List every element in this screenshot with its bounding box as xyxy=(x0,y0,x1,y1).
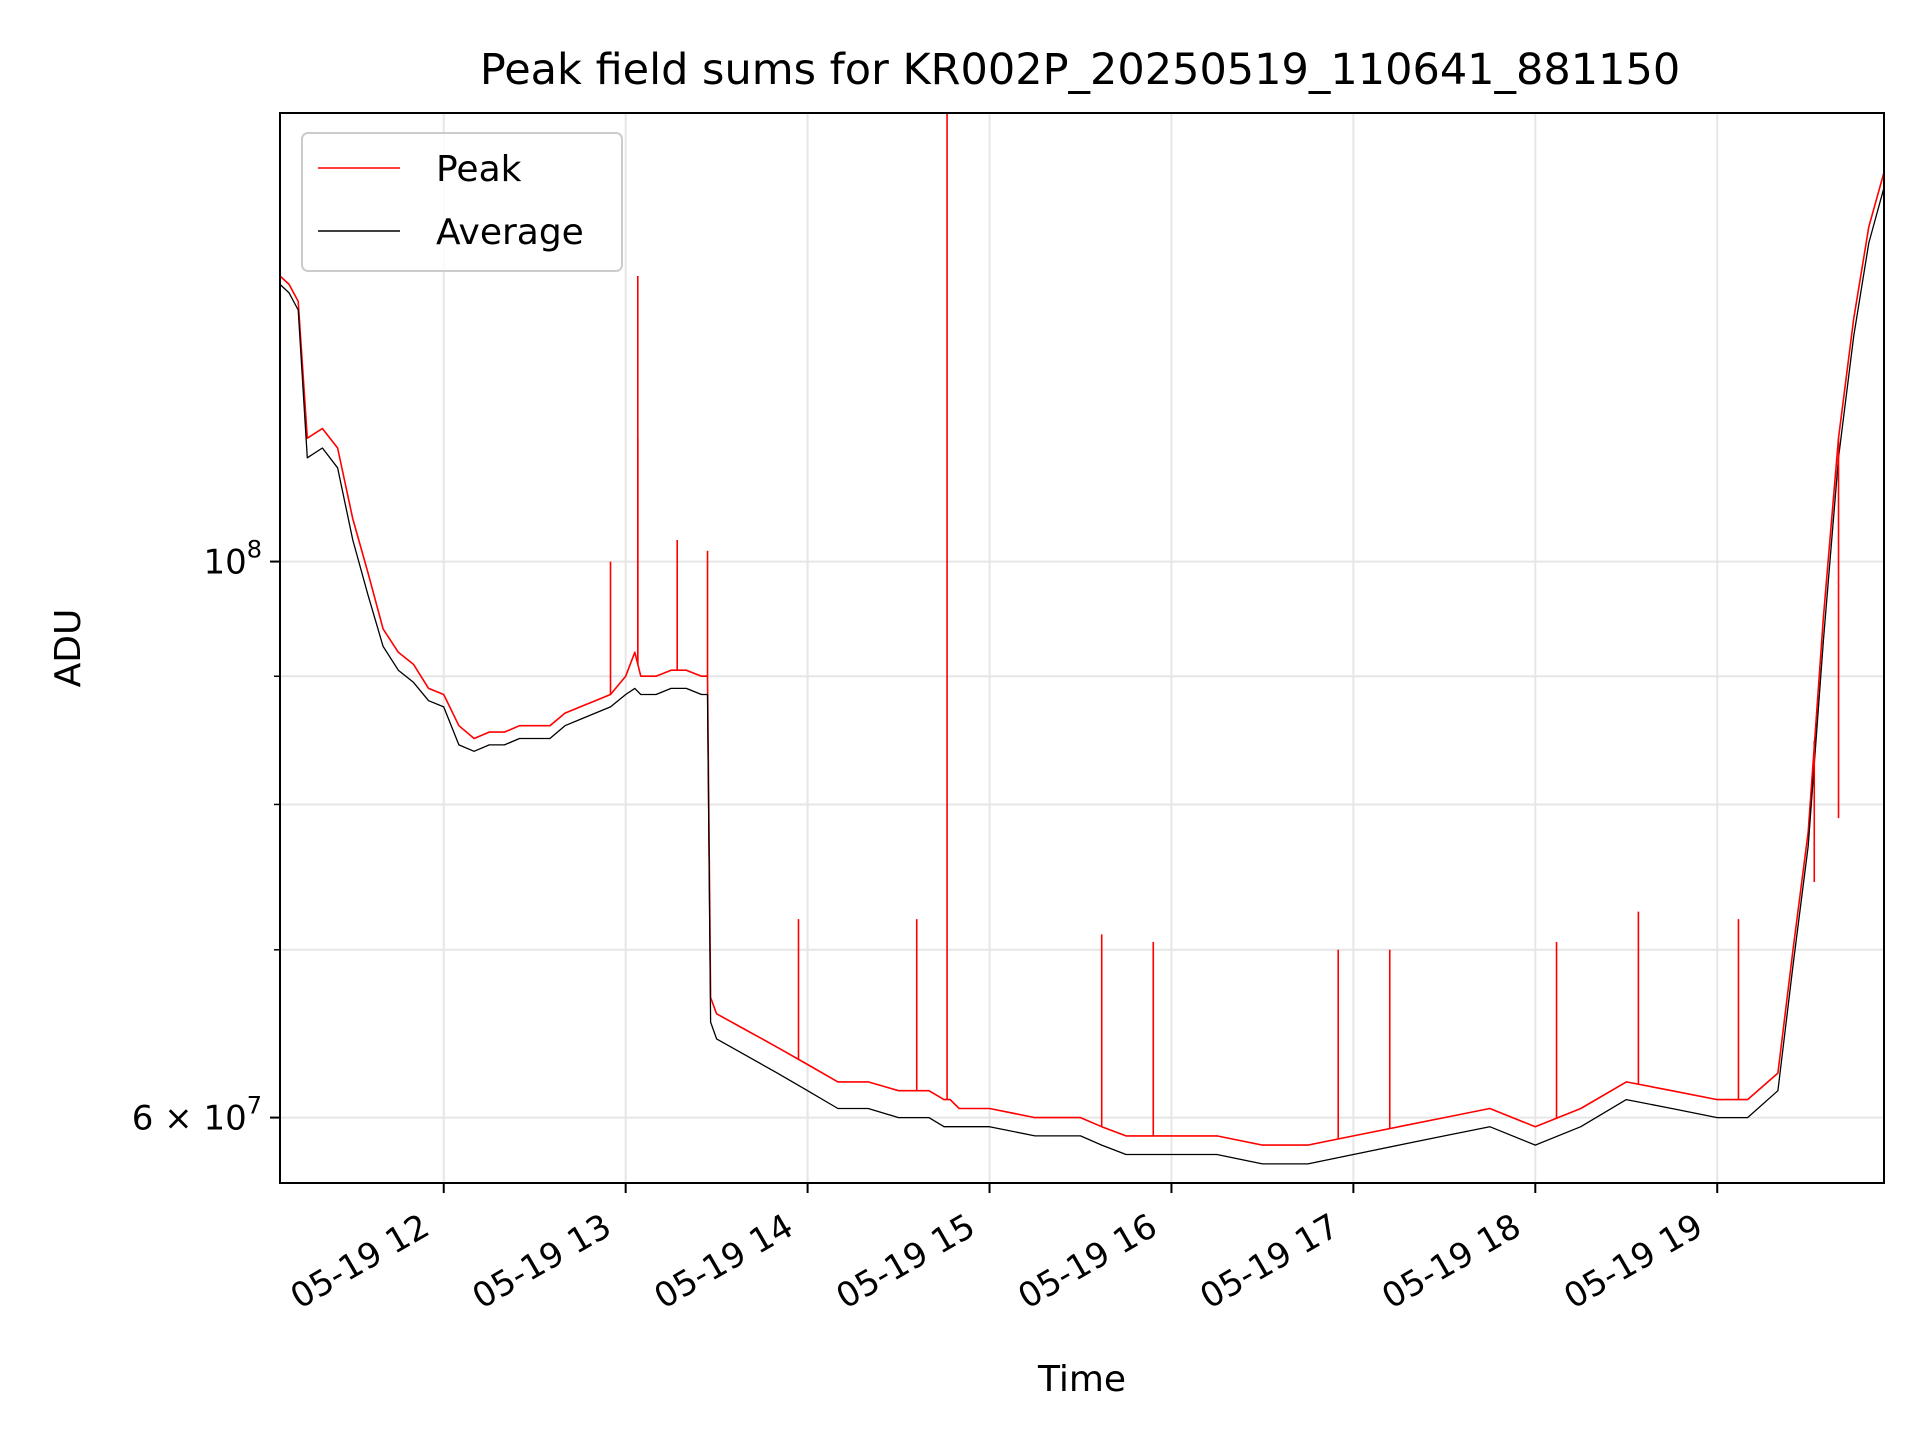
legend-label-average: Average xyxy=(436,212,584,253)
grid xyxy=(280,113,1884,1183)
y-tick-label: 6 × 107 xyxy=(132,1092,262,1139)
y-axis-label: ADU xyxy=(48,609,89,688)
x-axis-label: Time xyxy=(1037,1359,1126,1400)
legend: Peak Average xyxy=(301,132,623,272)
chart-title: Peak field sums for KR002P_20250519_1106… xyxy=(480,45,1680,95)
plot-frame xyxy=(279,112,1885,1184)
legend-label-peak: Peak xyxy=(436,149,522,190)
series-line-average xyxy=(279,187,1885,1165)
series-line-peak xyxy=(279,172,1885,1146)
series-layer xyxy=(279,113,1885,1165)
